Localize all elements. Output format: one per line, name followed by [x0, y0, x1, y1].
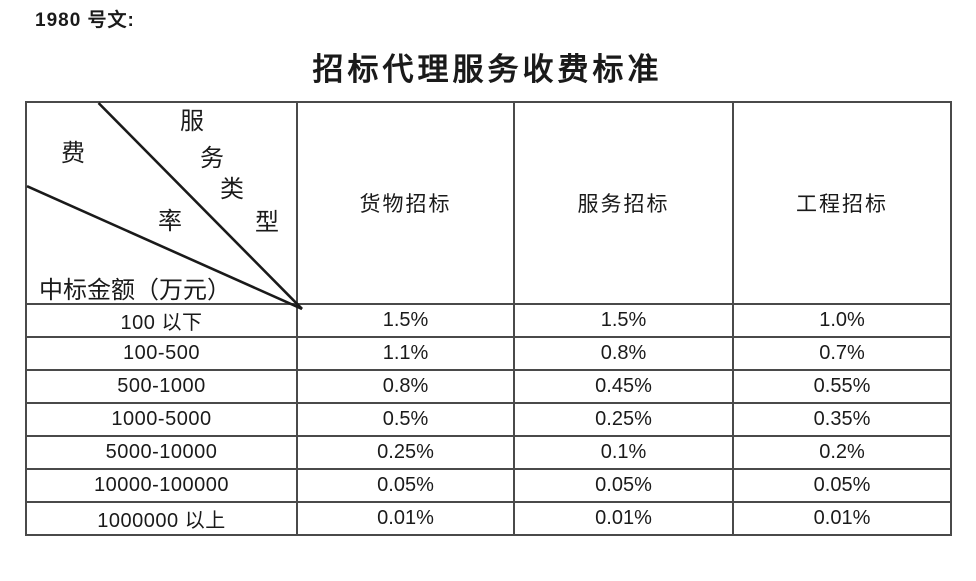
fee-standard-table: 服 务 类 型 费 率 中标金额（万元） 货物招标 服务招标 工程招标 100 …	[25, 101, 952, 536]
header-row: 服 务 类 型 费 率 中标金额（万元） 货物招标 服务招标 工程招标	[25, 101, 952, 311]
table-row: 500-1000 0.8% 0.45% 0.55%	[25, 369, 952, 404]
rate-cell: 1.5%	[513, 303, 734, 338]
rate-cell: 0.1%	[513, 435, 734, 470]
amount-range-cell: 5000-10000	[25, 435, 298, 470]
rate-cell: 0.05%	[732, 468, 952, 503]
rate-cell: 0.45%	[513, 369, 734, 404]
column-header-works-bidding: 工程招标	[732, 101, 952, 305]
document-number: 1980 号文:	[35, 10, 135, 31]
amount-range-cell: 1000-5000	[25, 402, 298, 437]
table-row: 5000-10000 0.25% 0.1% 0.2%	[25, 435, 952, 470]
rate-cell: 0.8%	[513, 336, 734, 371]
table-title: 招标代理服务收费标准	[312, 52, 663, 87]
rate-cell: 0.05%	[296, 468, 515, 503]
service-type-char: 务	[200, 146, 224, 172]
rate-cell: 1.1%	[296, 336, 515, 371]
table-row: 100-500 1.1% 0.8% 0.7%	[25, 336, 952, 371]
amount-range-cell: 100 以下	[25, 303, 298, 338]
rate-cell: 0.01%	[296, 501, 515, 536]
rate-cell: 0.35%	[732, 402, 952, 437]
rate-cell: 0.05%	[513, 468, 734, 503]
rate-cell: 1.5%	[296, 303, 515, 338]
column-header-goods-bidding: 货物招标	[296, 101, 515, 305]
rate-cell: 0.8%	[296, 369, 515, 404]
rate-char: 率	[158, 209, 182, 235]
title-container: 招标代理服务收费标准	[25, 44, 950, 89]
rate-cell: 0.01%	[513, 501, 734, 536]
rate-cell: 0.2%	[732, 435, 952, 470]
amount-range-cell: 1000000 以上	[25, 501, 298, 536]
rate-cell: 0.7%	[732, 336, 952, 371]
rate-cell: 0.01%	[732, 501, 952, 536]
amount-range-cell: 10000-100000	[25, 468, 298, 503]
rate-cell: 0.55%	[732, 369, 952, 404]
service-type-char: 型	[255, 210, 279, 236]
corner-cell: 服 务 类 型 费 率 中标金额（万元）	[25, 101, 303, 311]
rate-cell: 0.5%	[296, 402, 515, 437]
column-header-services-bidding: 服务招标	[513, 101, 734, 305]
diagonal-divider-lines	[26, 102, 303, 311]
table-row: 1000-5000 0.5% 0.25% 0.35%	[25, 402, 952, 437]
table-row: 10000-100000 0.05% 0.05% 0.05%	[25, 468, 952, 503]
rate-char: 费	[61, 141, 85, 167]
table-row: 1000000 以上 0.01% 0.01% 0.01%	[25, 501, 952, 536]
table-row: 100 以下 1.5% 1.5% 1.0%	[25, 303, 952, 338]
service-type-char: 服	[180, 109, 204, 135]
rate-cell: 1.0%	[732, 303, 952, 338]
service-type-char: 类	[220, 177, 244, 203]
amount-range-cell: 500-1000	[25, 369, 298, 404]
amount-axis-label: 中标金额（万元）	[39, 278, 231, 304]
rate-cell: 0.25%	[513, 402, 734, 437]
rate-cell: 0.25%	[296, 435, 515, 470]
amount-range-cell: 100-500	[25, 336, 298, 371]
